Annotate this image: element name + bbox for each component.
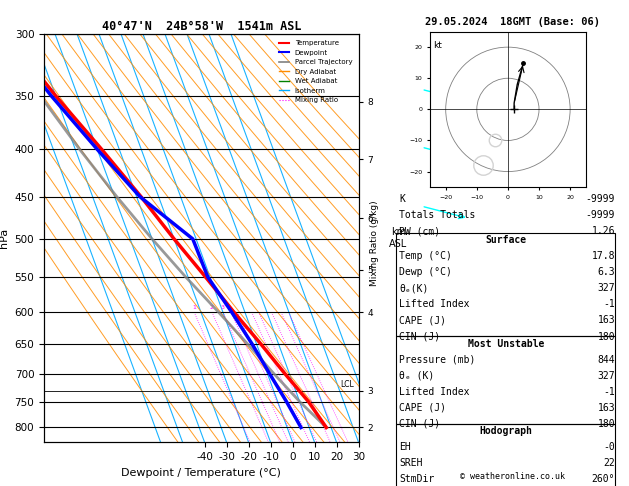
- Text: -9999: -9999: [586, 194, 615, 205]
- Text: θₑ (K): θₑ (K): [399, 371, 435, 381]
- Y-axis label: km
ASL: km ASL: [389, 227, 408, 249]
- Text: 163: 163: [598, 403, 615, 413]
- Text: CIN (J): CIN (J): [399, 331, 440, 342]
- Text: PW (cm): PW (cm): [399, 226, 440, 237]
- Text: Lifted Index: Lifted Index: [399, 387, 470, 397]
- Text: -1: -1: [603, 299, 615, 310]
- Text: θₑ(K): θₑ(K): [399, 283, 429, 294]
- Text: Pressure (mb): Pressure (mb): [399, 355, 476, 365]
- Text: 180: 180: [598, 419, 615, 429]
- Text: EH: EH: [399, 442, 411, 452]
- Text: Totals Totals: Totals Totals: [399, 210, 476, 221]
- Text: LCL: LCL: [340, 380, 353, 389]
- Text: Mixing Ratio (g/kg): Mixing Ratio (g/kg): [370, 200, 379, 286]
- Text: Surface: Surface: [485, 235, 526, 245]
- Text: -1: -1: [603, 387, 615, 397]
- Text: Temp (°C): Temp (°C): [399, 251, 452, 261]
- Text: -9999: -9999: [586, 210, 615, 221]
- Text: 260°: 260°: [592, 474, 615, 484]
- Text: Most Unstable: Most Unstable: [467, 339, 544, 349]
- Text: 6.3: 6.3: [598, 267, 615, 278]
- Legend: Temperature, Dewpoint, Parcel Trajectory, Dry Adiabat, Wet Adiabat, Isotherm, Mi: Temperature, Dewpoint, Parcel Trajectory…: [276, 37, 355, 106]
- Text: SREH: SREH: [399, 458, 423, 468]
- Text: 327: 327: [598, 371, 615, 381]
- Text: 163: 163: [598, 315, 615, 326]
- Text: 29.05.2024  18GMT (Base: 06): 29.05.2024 18GMT (Base: 06): [425, 17, 600, 27]
- Text: Dewp (°C): Dewp (°C): [399, 267, 452, 278]
- Text: CAPE (J): CAPE (J): [399, 403, 447, 413]
- Text: 3: 3: [221, 305, 225, 310]
- Y-axis label: hPa: hPa: [0, 228, 9, 248]
- Text: CAPE (J): CAPE (J): [399, 315, 447, 326]
- Text: 180: 180: [598, 331, 615, 342]
- Text: 844: 844: [598, 355, 615, 365]
- Text: StmDir: StmDir: [399, 474, 435, 484]
- Text: K: K: [399, 194, 405, 205]
- Text: 22: 22: [603, 458, 615, 468]
- Text: 1.26: 1.26: [592, 226, 615, 237]
- Text: Hodograph: Hodograph: [479, 426, 532, 436]
- Text: 327: 327: [598, 283, 615, 294]
- Text: © weatheronline.co.uk: © weatheronline.co.uk: [460, 472, 565, 481]
- X-axis label: Dewpoint / Temperature (°C): Dewpoint / Temperature (°C): [121, 468, 281, 478]
- Text: Lifted Index: Lifted Index: [399, 299, 470, 310]
- Text: 17.8: 17.8: [592, 251, 615, 261]
- Title: 40°47'N  24B°58'W  1541m ASL: 40°47'N 24B°58'W 1541m ASL: [101, 20, 301, 33]
- Text: 1: 1: [192, 305, 196, 310]
- Text: 2: 2: [210, 305, 214, 310]
- Text: -0: -0: [603, 442, 615, 452]
- Text: CIN (J): CIN (J): [399, 419, 440, 429]
- Text: kt: kt: [433, 41, 442, 50]
